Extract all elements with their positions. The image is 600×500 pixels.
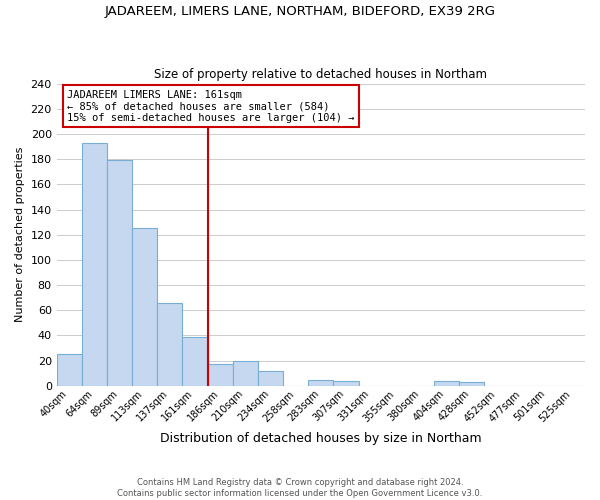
Text: JADAREEM, LIMERS LANE, NORTHAM, BIDEFORD, EX39 2RG: JADAREEM, LIMERS LANE, NORTHAM, BIDEFORD… — [104, 5, 496, 18]
Text: JADAREEM LIMERS LANE: 161sqm
← 85% of detached houses are smaller (584)
15% of s: JADAREEM LIMERS LANE: 161sqm ← 85% of de… — [67, 90, 355, 123]
Bar — [107, 160, 132, 386]
Title: Size of property relative to detached houses in Northam: Size of property relative to detached ho… — [154, 68, 487, 81]
Bar — [334, 381, 359, 386]
Bar — [208, 364, 233, 386]
Bar — [258, 371, 283, 386]
X-axis label: Distribution of detached houses by size in Northam: Distribution of detached houses by size … — [160, 432, 482, 445]
Bar — [157, 302, 182, 386]
Bar — [56, 354, 82, 386]
Bar — [182, 337, 208, 386]
Bar — [308, 380, 334, 386]
Y-axis label: Number of detached properties: Number of detached properties — [15, 147, 25, 322]
Bar — [233, 360, 258, 386]
Text: Contains HM Land Registry data © Crown copyright and database right 2024.
Contai: Contains HM Land Registry data © Crown c… — [118, 478, 482, 498]
Bar — [434, 381, 459, 386]
Bar — [459, 382, 484, 386]
Bar — [132, 228, 157, 386]
Bar — [82, 143, 107, 386]
